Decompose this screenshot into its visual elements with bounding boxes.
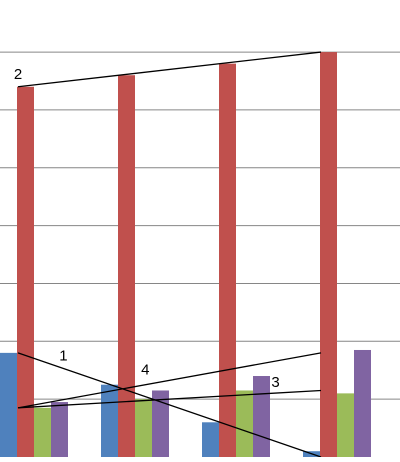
annotation-line-3 [17,389,322,409]
bar-series-3-cat-3 [236,390,253,457]
bar-series-3-cat-4 [337,393,354,457]
annotation-labels-layer: 1 2 3 4 [14,66,280,391]
annotation-label-1: 1 [59,347,67,364]
bar-series-4-cat-1 [51,402,68,457]
bar-series-2-cat-2 [118,75,135,458]
annotation-label-2: 2 [14,66,22,83]
bar-series-3-cat-2 [135,399,152,457]
annotation-label-3: 3 [271,374,279,391]
bar-series-1-cat-3 [202,422,219,457]
bar-series-1-cat-1 [0,352,17,457]
bar-series-4-cat-2 [152,390,169,457]
annotation-line-4 [17,352,322,409]
grid-layer [0,51,400,400]
annotation-label-4: 4 [141,362,149,379]
bar-series-4-cat-3 [253,376,270,457]
bar-series-3-cat-1 [34,407,51,457]
annotation-lines-layer [17,51,322,458]
bar-series-1-cat-2 [101,384,118,457]
annotation-line-2 [17,51,322,88]
bar-series-2-cat-3 [219,63,236,458]
bars-layer [0,52,371,458]
bar-series-4-cat-4 [354,349,371,457]
annotation-line-1 [17,352,322,458]
bar-series-2-cat-1 [17,86,34,457]
bar-series-2-cat-4 [320,52,337,457]
